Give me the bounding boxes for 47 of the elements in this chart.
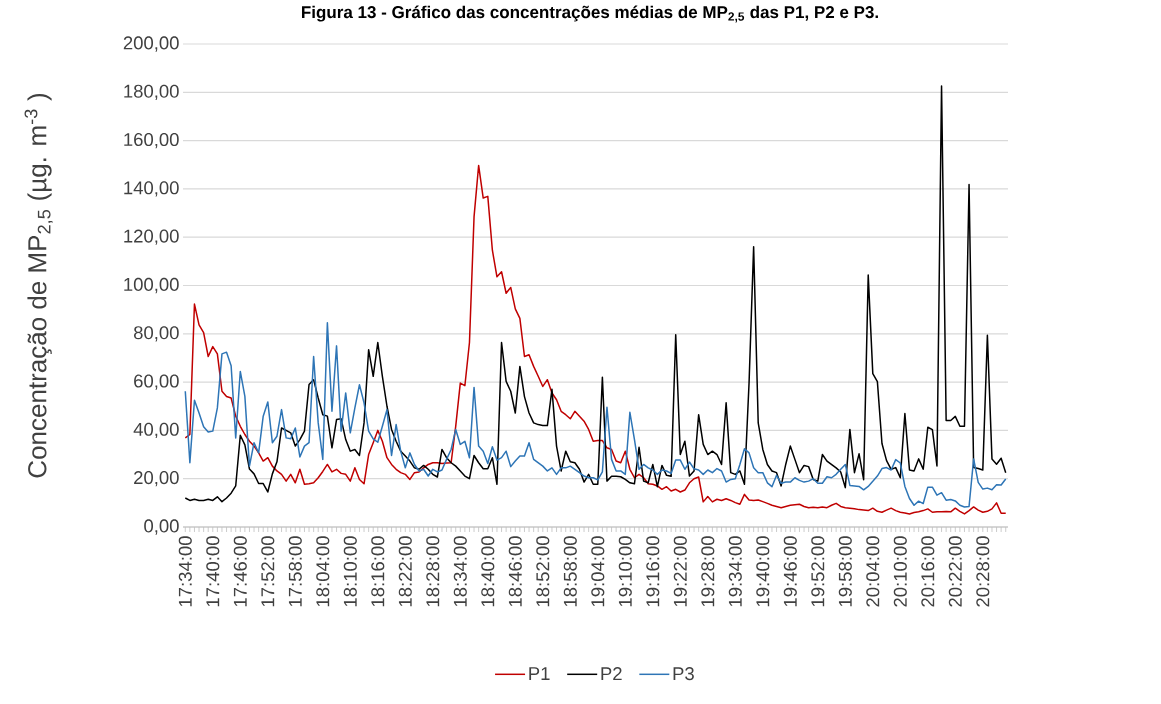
y-tick-label: 20,00 bbox=[134, 471, 179, 487]
x-tick-label: 19:28:00 bbox=[701, 536, 715, 607]
y-tick-label: 100,00 bbox=[124, 277, 179, 294]
y-tick-label: 200,00 bbox=[123, 36, 179, 52]
x-tick-label: 20:16:00 bbox=[921, 536, 935, 607]
x-tick-label: 18:04:00 bbox=[316, 536, 330, 607]
y-tick-label: 140,00 bbox=[124, 181, 179, 197]
x-tick-label: 18:52:00 bbox=[536, 536, 550, 607]
chart-title: Figura 13 - Gráfico das concentrações médias de MP$_{2,5}$ das P1, P2 e P3. bbox=[302, 5, 878, 23]
x-tick-label: 17:34:00 bbox=[178, 536, 192, 607]
x-tick-label: 18:10:00 bbox=[343, 536, 357, 607]
x-tick-label: 19:52:00 bbox=[811, 536, 825, 607]
x-tick-label: 17:52:00 bbox=[261, 536, 275, 607]
x-tick-label: 18:16:00 bbox=[371, 536, 385, 607]
x-tick-label: 17:46:00 bbox=[233, 536, 247, 607]
y-tick-label: 0,00 bbox=[144, 519, 179, 535]
x-tick-label: 20:22:00 bbox=[948, 536, 962, 607]
x-tick-label: 18:58:00 bbox=[563, 536, 577, 607]
x-tick-label: 20:10:00 bbox=[893, 536, 907, 607]
x-tick-label: 17:58:00 bbox=[288, 536, 302, 607]
x-tick-label: 18:22:00 bbox=[398, 536, 412, 607]
x-tick-label: 19:22:00 bbox=[673, 536, 687, 607]
x-tick-label: 19:04:00 bbox=[591, 536, 605, 607]
x-tick-label: 19:58:00 bbox=[838, 536, 852, 607]
y-axis-title: Concentração de MP$_{2,5}$ (µg. m$^{-3}$ ) bbox=[24, 93, 53, 478]
legend-label: P2 bbox=[601, 667, 622, 681]
x-tick-label: 18:46:00 bbox=[508, 536, 522, 607]
x-tick-label: 18:28:00 bbox=[426, 536, 440, 607]
x-tick-label: 20:04:00 bbox=[866, 536, 880, 607]
y-tick-label: 80,00 bbox=[133, 326, 179, 342]
x-tick-label: 19:46:00 bbox=[783, 536, 797, 607]
x-tick-label: 19:16:00 bbox=[646, 536, 660, 607]
x-tick-label: 20:28:00 bbox=[976, 536, 990, 607]
line-series bbox=[184, 164, 1007, 515]
x-tick-label: 18:34:00 bbox=[453, 536, 467, 607]
legend-label: P3 bbox=[673, 667, 694, 681]
x-tick-label: 17:40:00 bbox=[206, 536, 220, 607]
x-tick-label: 19:40:00 bbox=[756, 536, 770, 607]
x-tick-label: 18:40:00 bbox=[481, 536, 495, 607]
x-tick-label: 19:34:00 bbox=[728, 536, 742, 607]
y-tick-label: 40,00 bbox=[133, 422, 179, 439]
legend-label: P1 bbox=[529, 667, 550, 680]
y-tick-label: 120,00 bbox=[124, 229, 179, 245]
y-tick-label: 180,00 bbox=[124, 84, 179, 100]
x-tick-label: 19:10:00 bbox=[618, 536, 632, 607]
y-tick-label: 60,00 bbox=[134, 374, 179, 390]
y-tick-label: 160,00 bbox=[124, 132, 179, 149]
